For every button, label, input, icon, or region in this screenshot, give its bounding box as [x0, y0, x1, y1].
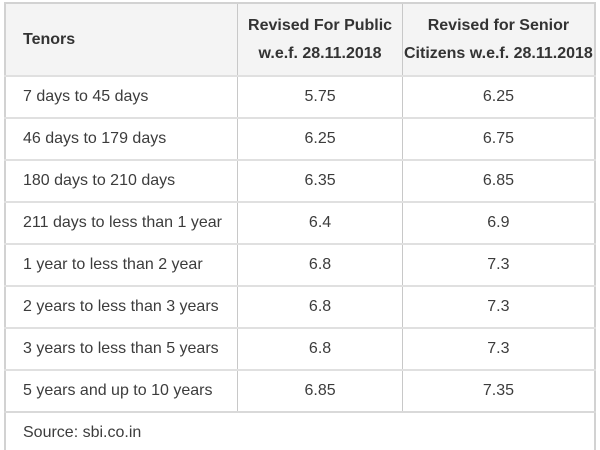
- header-senior-rate: Revised for Senior Citizens w.e.f. 28.11…: [401, 3, 595, 76]
- senior-rate-cell: 6.9: [401, 201, 595, 244]
- tenor-cell: 5 years and up to 10 years: [5, 369, 238, 412]
- senior-rate-cell: 6.75: [401, 117, 595, 160]
- tenor-cell: 7 days to 45 days: [5, 75, 238, 118]
- table-header: Tenors Revised For Public w.e.f. 28.11.2…: [5, 3, 595, 76]
- table-row: 46 days to 179 days 6.25 6.75: [5, 117, 595, 160]
- table-row: 7 days to 45 days 5.75 6.25: [5, 75, 595, 118]
- public-rate-cell: 6.25: [237, 117, 403, 160]
- table-row: 1 year to less than 2 year 6.8 7.3: [5, 243, 595, 286]
- public-rate-cell: 5.75: [237, 75, 403, 118]
- header-senior-line2: Citizens w.e.f. 28.11.2018: [403, 44, 593, 62]
- table-row: 211 days to less than 1 year 6.4 6.9: [5, 201, 595, 244]
- header-public-rate: Revised For Public w.e.f. 28.11.2018: [237, 3, 403, 76]
- header-public-line1: Revised For Public: [248, 16, 393, 34]
- senior-rate-cell: 7.3: [401, 327, 595, 370]
- senior-rate-cell: 6.25: [401, 75, 595, 118]
- table-row: 5 years and up to 10 years 6.85 7.35: [5, 369, 595, 412]
- header-tenors: Tenors: [5, 3, 238, 76]
- public-rate-cell: 6.8: [237, 285, 403, 328]
- table-body: 7 days to 45 days 5.75 6.25 46 days to 1…: [5, 75, 595, 412]
- header-public-line2: w.e.f. 28.11.2018: [258, 44, 382, 62]
- table-row: 3 years to less than 5 years 6.8 7.3: [5, 327, 595, 370]
- tenor-cell: 3 years to less than 5 years: [5, 327, 238, 370]
- tenor-cell: 46 days to 179 days: [5, 117, 238, 160]
- table-row: 2 years to less than 3 years 6.8 7.3: [5, 285, 595, 328]
- public-rate-cell: 6.85: [237, 369, 403, 412]
- tenor-cell: 2 years to less than 3 years: [5, 285, 238, 328]
- table-row: 180 days to 210 days 6.35 6.85: [5, 159, 595, 202]
- header-senior-line1: Revised for Senior: [427, 16, 570, 34]
- senior-rate-cell: 7.3: [401, 285, 595, 328]
- tenor-cell: 211 days to less than 1 year: [5, 201, 238, 244]
- table-footer: Source: sbi.co.in: [5, 411, 595, 450]
- senior-rate-cell: 6.85: [401, 159, 595, 202]
- public-rate-cell: 6.4: [237, 201, 403, 244]
- source-note: Source: sbi.co.in: [5, 411, 595, 450]
- fd-rates-table: Tenors Revised For Public w.e.f. 28.11.2…: [4, 2, 596, 450]
- senior-rate-cell: 7.3: [401, 243, 595, 286]
- public-rate-cell: 6.8: [237, 243, 403, 286]
- source-row: Source: sbi.co.in: [5, 411, 595, 450]
- tenor-cell: 180 days to 210 days: [5, 159, 238, 202]
- header-row: Tenors Revised For Public w.e.f. 28.11.2…: [5, 3, 595, 76]
- tenor-cell: 1 year to less than 2 year: [5, 243, 238, 286]
- senior-rate-cell: 7.35: [401, 369, 595, 412]
- public-rate-cell: 6.8: [237, 327, 403, 370]
- public-rate-cell: 6.35: [237, 159, 403, 202]
